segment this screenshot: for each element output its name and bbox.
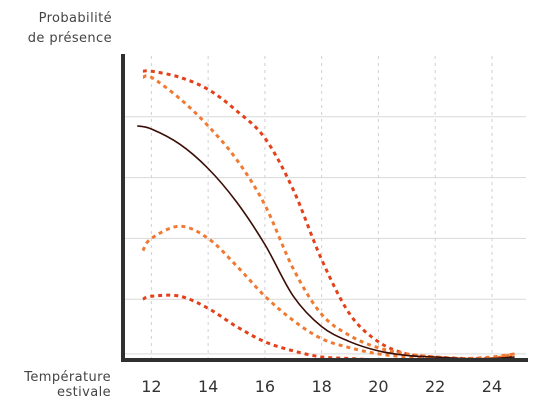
series-line-estimate	[137, 125, 515, 360]
x-tick-label: 20	[368, 377, 388, 396]
x-tick-label: 12	[141, 377, 161, 396]
series-line-inner-lower-bound	[141, 224, 515, 362]
series-line-outer-lower-bound	[142, 293, 515, 362]
series-line-outer-upper-bound	[142, 69, 515, 361]
series-layer	[137, 69, 515, 362]
y-axis-title-line-2: de présence	[28, 31, 112, 46]
x-tick-label: 16	[255, 377, 275, 396]
y-axis-title-line-1: Probabilité	[39, 11, 112, 26]
x-tick-label: 22	[425, 377, 445, 396]
x-tick-label: 18	[311, 377, 331, 396]
x-tick-label: 14	[198, 377, 218, 396]
x-tick-labels: 12 14 16 18 20 22 24	[141, 377, 502, 396]
gridlines	[123, 56, 526, 360]
x-axis-title-line-2: estivale	[57, 385, 111, 398]
x-axis-title-line-1: Température	[23, 370, 111, 385]
series-line-inner-upper-bound	[142, 74, 515, 360]
x-tick-label: 24	[482, 377, 502, 396]
